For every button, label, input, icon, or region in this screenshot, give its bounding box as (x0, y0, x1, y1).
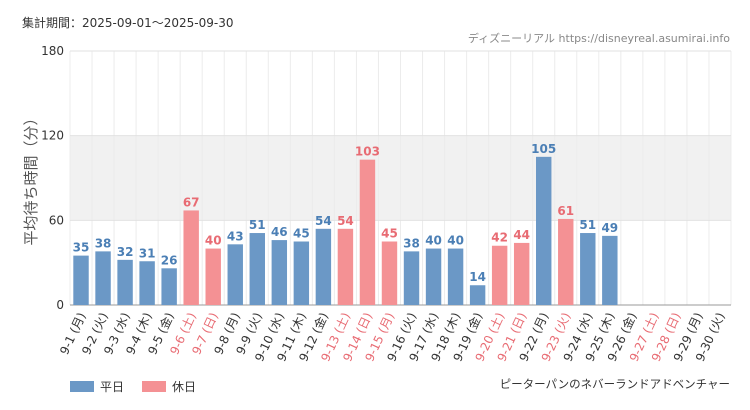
bar-value-label: 43 (227, 229, 244, 243)
bar-9-16 (403, 251, 420, 305)
bar-9-19 (469, 285, 486, 305)
bar-value-label: 54 (315, 214, 332, 228)
period-label: 集計期間：2025-09-01～2025-09-30 (22, 16, 234, 30)
legend-item-holiday: 休日 (142, 378, 196, 395)
bar-9-6 (183, 210, 199, 305)
bar-value-label: 103 (355, 145, 380, 159)
bar-value-label: 40 (205, 234, 222, 248)
bar-value-label: 40 (425, 234, 442, 248)
bar-value-label: 67 (183, 195, 200, 209)
bar-9-13 (337, 228, 354, 305)
bar-value-label: 31 (139, 246, 156, 260)
facility-name: ピーターパンのネバーランドアドベンチャー (499, 377, 730, 391)
bar-9-14 (359, 159, 376, 305)
bar-9-8 (227, 244, 243, 305)
bar-9-1 (73, 255, 89, 305)
y-tick-label: 0 (56, 298, 64, 312)
bar-value-label: 105 (531, 142, 556, 156)
bar-value-label: 26 (161, 253, 178, 267)
y-tick-label: 60 (49, 213, 64, 227)
legend-label-weekday: 平日 (100, 380, 125, 394)
chart-legend: 平日 休日 (70, 378, 214, 395)
bar-value-label: 51 (249, 218, 266, 232)
bar-9-24 (580, 233, 596, 305)
bar-value-label: 32 (117, 245, 134, 259)
bar-9-10 (271, 240, 288, 305)
bar-9-3 (117, 259, 133, 305)
y-tick-label: 180 (41, 44, 64, 58)
bar-9-18 (447, 248, 464, 305)
bar-value-label: 42 (491, 231, 508, 245)
bar-9-20 (491, 245, 508, 305)
bar-9-25 (602, 235, 618, 305)
bar-9-23 (558, 218, 574, 305)
bar-value-label: 35 (73, 241, 90, 255)
legend-label-holiday: 休日 (172, 380, 197, 394)
legend-swatch-weekday (70, 381, 94, 392)
bar-value-label: 51 (579, 218, 596, 232)
bar-9-7 (205, 248, 221, 305)
bar-value-label: 61 (557, 204, 574, 218)
bar-9-15 (381, 241, 398, 305)
bar-9-9 (249, 233, 265, 305)
bar-value-label: 45 (293, 227, 310, 241)
bar-9-5 (161, 268, 177, 305)
y-axis-label: 平均待ち時間（分） (22, 110, 40, 245)
bar-9-12 (315, 228, 332, 305)
bar-9-11 (293, 241, 310, 305)
y-tick-label: 120 (41, 129, 64, 143)
bar-value-label: 40 (447, 234, 464, 248)
bar-value-label: 46 (271, 225, 288, 239)
bar-value-label: 14 (469, 270, 486, 284)
bar-9-4 (139, 261, 155, 305)
source-label: ディズニーリアル https://disneyreal.asumirai.inf… (467, 32, 730, 45)
bar-value-label: 54 (337, 214, 354, 228)
bar-9-17 (425, 248, 442, 305)
bar-9-2 (95, 251, 111, 305)
bar-value-label: 38 (403, 236, 420, 250)
bar-value-label: 49 (601, 221, 618, 235)
legend-swatch-holiday (142, 381, 167, 392)
bar-value-label: 45 (381, 227, 398, 241)
bar-value-label: 44 (513, 228, 530, 242)
bar-value-label: 38 (95, 236, 112, 250)
legend-item-weekday: 平日 (70, 378, 124, 395)
bar-9-21 (513, 242, 530, 305)
bar-9-22 (536, 156, 552, 305)
